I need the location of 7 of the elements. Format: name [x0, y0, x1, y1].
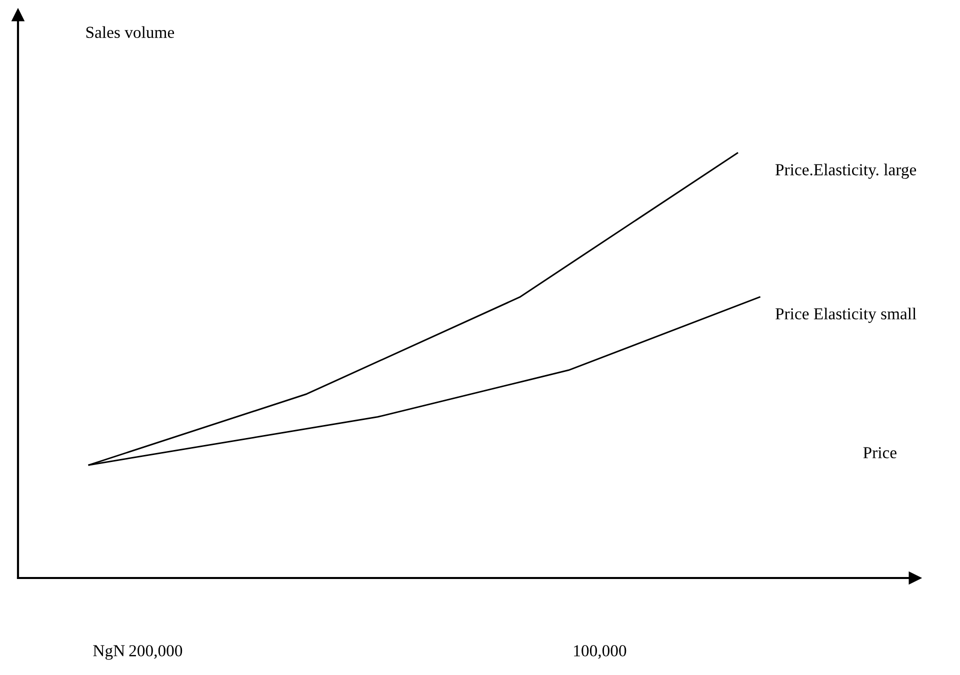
series-label: Price Elasticity small — [775, 308, 916, 323]
x-tick-label: 100,000 — [574, 645, 626, 659]
text: Price.Elasticity. large — [775, 164, 916, 179]
x-tick-label: 200,000 — [129, 645, 182, 659]
text: NgN — [93, 645, 125, 660]
x-axis-title: Price — [863, 447, 896, 458]
text: Sales volume — [86, 26, 174, 38]
